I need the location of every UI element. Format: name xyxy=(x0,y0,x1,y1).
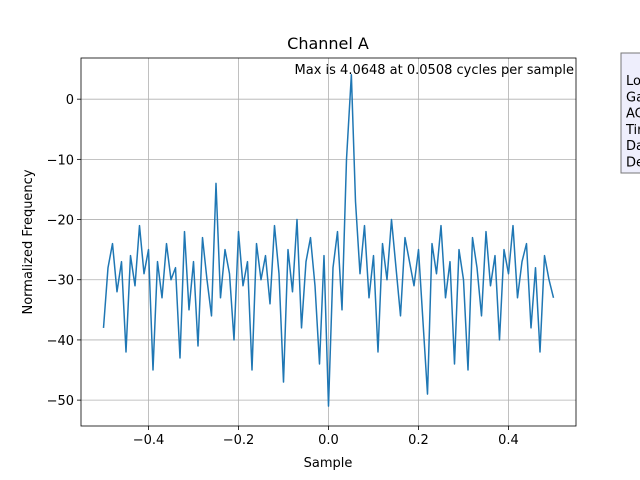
axes-frame xyxy=(80,57,577,427)
data-line xyxy=(102,73,555,407)
y-tick-label: −50 xyxy=(47,394,74,409)
y-tick-label: 0 xyxy=(66,93,74,108)
x-tick-label: 0.2 xyxy=(408,433,429,448)
info-box xyxy=(620,52,640,174)
x-axis-label: Sample xyxy=(304,456,353,471)
info-line: De xyxy=(626,156,640,171)
y-tick-label: −10 xyxy=(47,153,74,168)
info-line: Lo xyxy=(626,74,640,89)
y-tick-label: −20 xyxy=(47,214,74,229)
annotation: Max is 4.0648 at 0.0508 cycles per sampl… xyxy=(295,63,574,78)
chart-title: Channel A xyxy=(287,34,369,53)
x-tick-label: −0.4 xyxy=(133,433,165,448)
y-axis-label: Normalized Frequency xyxy=(21,169,36,314)
x-tick-label: 0.4 xyxy=(498,433,519,448)
x-tick-label: 0.0 xyxy=(318,433,339,448)
y-tick-label: −40 xyxy=(47,334,74,349)
info-line: Da xyxy=(626,139,640,154)
x-tick-label: −0.2 xyxy=(223,433,255,448)
info-line: Ga xyxy=(626,90,640,105)
info-line: AC xyxy=(626,107,640,122)
info-line: Tir xyxy=(625,123,640,138)
y-tick-label: −30 xyxy=(47,274,74,289)
